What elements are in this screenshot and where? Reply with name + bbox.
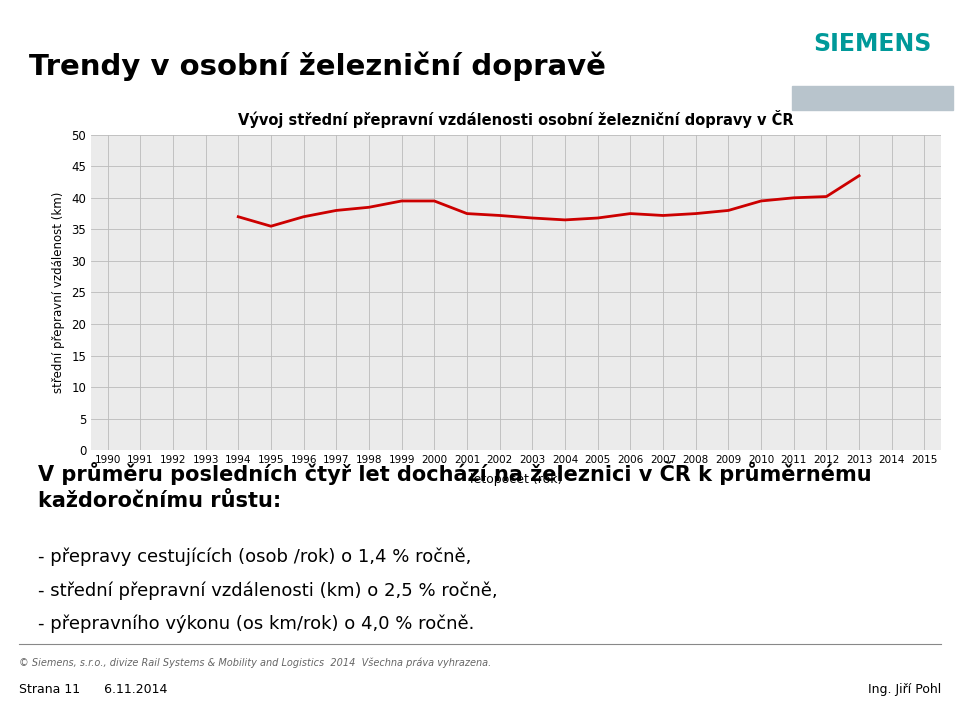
Bar (792, 86, 953, 110)
Y-axis label: střední přepravní vzdálenost (km): střední přepravní vzdálenost (km) (52, 191, 64, 393)
Text: Trendy v osobní železniční dopravě: Trendy v osobní železniční dopravě (29, 51, 606, 81)
Text: SIEMENS: SIEMENS (813, 32, 932, 56)
Text: © Siemens, s.r.o., divize Rail Systems & Mobility and Logistics  2014  Všechna p: © Siemens, s.r.o., divize Rail Systems &… (19, 658, 492, 669)
Text: - střední přepravní vzdálenosti (km) o 2,5 % ročně,: - střední přepravní vzdálenosti (km) o 2… (38, 581, 497, 600)
Text: - přepravy cestujících (osob /rok) o 1,4 % ročně,: - přepravy cestujících (osob /rok) o 1,4… (38, 547, 471, 566)
Text: - přepravního výkonu (os km/rok) o 4,0 % ročně.: - přepravního výkonu (os km/rok) o 4,0 %… (38, 615, 474, 633)
Title: Vývoj střední přepravní vzdálenosti osobní železniční dopravy v ČR: Vývoj střední přepravní vzdálenosti osob… (238, 110, 794, 128)
Text: V průměru posledních čtyř let dochází na železnici v ČR k průměrnému
každoročním: V průměru posledních čtyř let dochází na… (38, 461, 872, 511)
X-axis label: letopočet (rok): letopočet (rok) (469, 474, 563, 486)
Text: Strana 11      6.11.2014: Strana 11 6.11.2014 (19, 683, 168, 696)
Text: Ing. Jiří Pohl: Ing. Jiří Pohl (868, 683, 941, 696)
